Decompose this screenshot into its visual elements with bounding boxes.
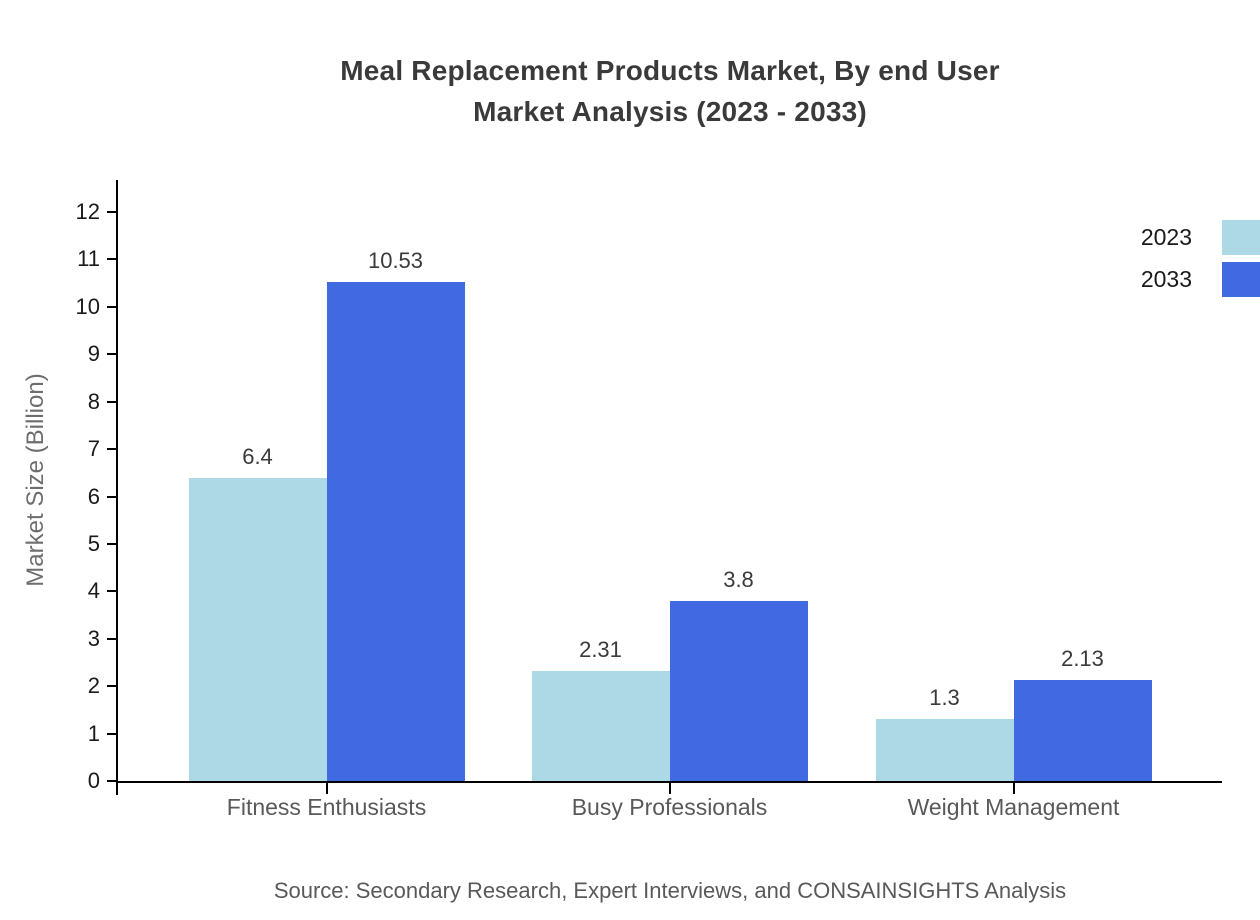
- bar-value-2023-fitness-enthusiasts: 6.4: [242, 443, 273, 469]
- y-tick-6: [107, 495, 116, 498]
- y-tick-8: [107, 400, 116, 403]
- y-tick-label-6: 6: [87, 483, 100, 509]
- legend: 2023 2033: [1141, 220, 1260, 304]
- y-axis-line: [116, 180, 118, 795]
- bar-2023-fitness-enthusiasts: [188, 477, 327, 781]
- y-tick-2: [107, 685, 116, 688]
- y-tick-label-0: 0: [87, 768, 100, 793]
- y-tick-label-10: 10: [75, 293, 100, 319]
- legend-swatch-2033: [1222, 262, 1260, 297]
- y-tick-12: [107, 211, 116, 213]
- y-tick-5: [107, 542, 116, 545]
- bar-value-2033-busy-professionals: 3.8: [723, 566, 754, 592]
- y-tick-label-2: 2: [87, 673, 100, 699]
- x-tick-weight-management: [1012, 781, 1015, 794]
- x-tick-busy-professionals: [668, 781, 671, 794]
- x-axis-label-busy-professionals: Busy Professionals: [571, 794, 768, 820]
- chart-title: Meal Replacement Products Market, By end…: [80, 50, 1260, 132]
- y-tick-label-11: 11: [77, 246, 100, 272]
- y-tick-label-1: 1: [87, 720, 100, 746]
- bar-2023-weight-management: [875, 719, 1014, 781]
- y-tick-label-12: 12: [75, 199, 100, 224]
- y-tick-7: [107, 448, 116, 451]
- source-note: Source: Secondary Research, Expert Inter…: [273, 878, 1067, 903]
- y-tick-9: [107, 353, 116, 356]
- bar-value-2033-fitness-enthusiasts: 10.53: [367, 247, 424, 273]
- x-axis-label-weight-management: Weight Management: [907, 794, 1120, 820]
- bar-2033-busy-professionals: [669, 600, 808, 781]
- y-tick-label-9: 9: [87, 341, 100, 367]
- y-tick-label-5: 5: [87, 530, 100, 556]
- bar-value-2023-weight-management: 1.3: [929, 685, 960, 711]
- y-tick-3: [107, 637, 116, 640]
- bar-value-2023-busy-professionals: 2.31: [579, 637, 622, 663]
- y-tick-10: [107, 305, 116, 308]
- y-tick-label-3: 3: [87, 625, 100, 651]
- y-tick-11: [107, 258, 116, 261]
- y-tick-1: [107, 732, 116, 735]
- plot-area: 0 1 2 3 4 5 6 7 8 9 10 11 12 Fitness Enthusiasts Busy …: [76, 180, 1222, 820]
- chart-title-line2: Market Analysis (2023 - 2033): [473, 96, 867, 127]
- bar-2023-busy-professionals: [531, 671, 670, 781]
- y-tick-4: [107, 590, 116, 593]
- legend-item-2033: 2033: [1141, 262, 1260, 297]
- legend-item-2023: 2023: [1141, 220, 1260, 255]
- chart-title-line1: Meal Replacement Products Market, By end…: [340, 55, 1000, 86]
- y-tick-0: [107, 780, 116, 782]
- y-tick-label-4: 4: [87, 578, 100, 604]
- bar-value-2033-weight-management: 2.13: [1061, 646, 1104, 672]
- y-tick-label-7: 7: [87, 436, 100, 462]
- bar-2033-fitness-enthusiasts: [326, 281, 465, 781]
- legend-label-2033: 2033: [1140, 266, 1192, 292]
- x-tick-fitness-enthusiasts: [325, 781, 328, 794]
- y-tick-label-8: 8: [87, 388, 100, 414]
- bar-2033-weight-management: [1013, 680, 1152, 781]
- legend-swatch-2023: [1222, 220, 1260, 255]
- x-axis-label-fitness-enthusiasts: Fitness Enthusiasts: [226, 794, 427, 820]
- legend-label-2023: 2023: [1140, 224, 1192, 250]
